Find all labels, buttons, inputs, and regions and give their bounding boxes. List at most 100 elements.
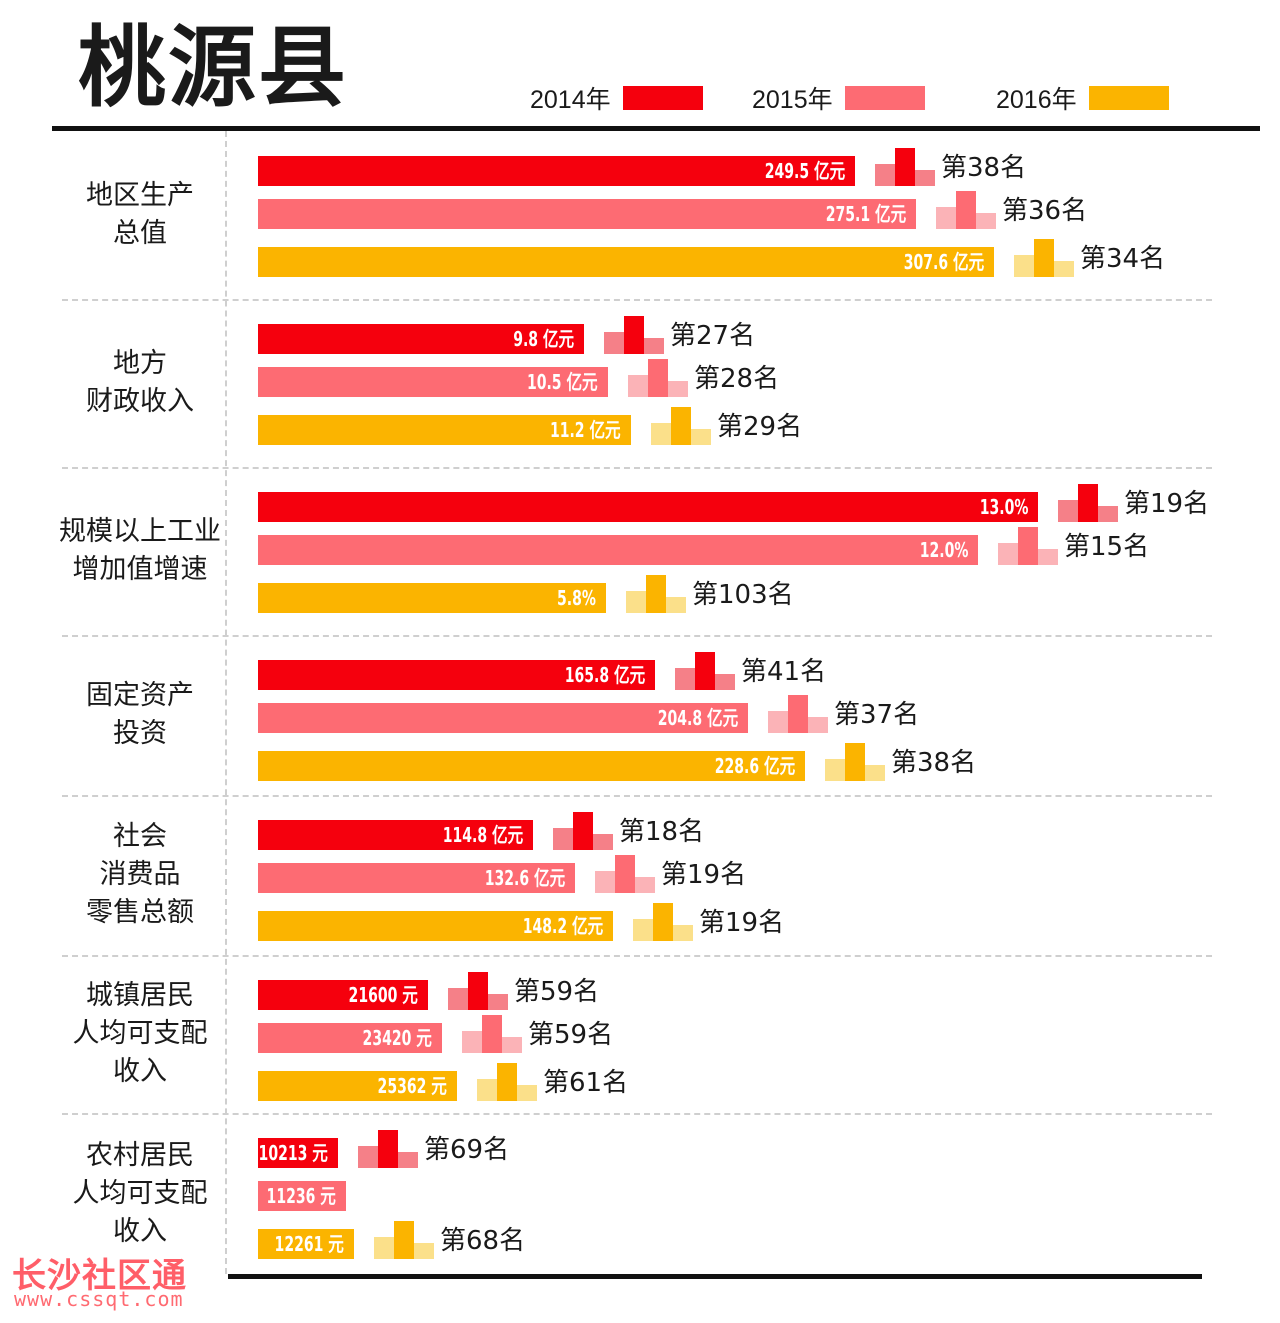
bar: 10213 元 [258,1138,338,1168]
bar: 11.2 亿元 [258,415,631,445]
rank-icon [1058,484,1120,522]
rank-icon [936,191,998,229]
bar-value-label: 23420 元 [362,1026,432,1050]
rank-icon-bar [825,759,845,781]
legend-label: 2014年 [530,86,611,114]
rank-icon-bar [936,207,956,229]
bar: 165.8 亿元 [258,660,655,690]
rank-icon-bar [635,877,655,893]
rank-icon [825,743,887,781]
bar: 9.8 亿元 [258,324,584,354]
rank-icon-bar [462,1031,482,1053]
legend-swatch [622,86,703,110]
rank-icon-bar [1034,239,1054,277]
bar: 228.6 亿元 [258,751,805,781]
bar: 204.8 亿元 [258,703,748,733]
category-label: 地方 财政收入 [86,348,194,417]
bar-value-label: 12.0% [919,538,968,562]
group-divider [62,299,1212,301]
rank-icon-bar [653,903,673,941]
bar-value-label: 25362 元 [377,1074,447,1098]
rank-icon [358,1130,420,1168]
rank-icon-bar [666,597,686,613]
rank-label: 第41名 [741,657,827,687]
rank-icon-bar [915,170,935,186]
rank-label: 第61名 [543,1068,629,1098]
bar-value-label: 228.6 亿元 [714,754,795,778]
group-divider [62,1113,1212,1115]
rank-icon-bar [875,164,895,186]
chart-title: 桃源县 [78,16,349,119]
rank-icon-bar [1058,500,1078,522]
rank-icon [998,527,1060,565]
rank-icon [553,812,615,850]
rank-icon [628,359,690,397]
legend-item: 2016年 [996,84,1169,114]
rank-icon [1014,239,1076,277]
rank-icon-bar [648,359,668,397]
rank-icon-bar [788,695,808,733]
rank-icon-bar [626,591,646,613]
bar-value-label: 9.8 亿元 [513,327,574,351]
rank-icon-bar [675,668,695,690]
rank-icon-bar [715,674,735,690]
rank-icon-bar [1098,506,1118,522]
rank-icon [675,652,737,690]
rank-icon-bar [668,381,688,397]
rank-icon [595,855,657,893]
bar-value-label: 165.8 亿元 [564,663,645,687]
bar: 249.5 亿元 [258,156,855,186]
rank-icon-bar [695,652,715,690]
rank-icon-bar [374,1237,394,1259]
bar: 148.2 亿元 [258,911,613,941]
bottom-rule [228,1274,1202,1279]
rank-icon-bar [1018,527,1038,565]
bar: 12.0% [258,535,978,565]
legend-label: 2015年 [752,86,833,114]
rank-icon [651,407,713,445]
rank-icon-bar [644,338,664,354]
rank-icon [768,695,830,733]
bar-value-label: 21600 元 [348,983,418,1007]
bar-value-label: 11236 元 [266,1184,336,1208]
bar: 307.6 亿元 [258,247,994,277]
rank-icon-bar [488,994,508,1010]
rank-icon-bar [1054,261,1074,277]
legend-item: 2014年 [530,84,703,114]
rank-icon-bar [394,1221,414,1259]
legend-item: 2015年 [752,84,925,114]
bar: 25362 元 [258,1071,457,1101]
bar: 13.0% [258,492,1038,522]
rank-icon-bar [865,765,885,781]
rank-icon-bar [998,543,1018,565]
rank-icon-bar [378,1130,398,1168]
rank-label: 第38名 [891,748,977,778]
rank-label: 第28名 [694,364,780,394]
rank-label: 第19名 [661,860,747,890]
rank-icon-bar [468,972,488,1010]
rank-icon-bar [517,1085,537,1101]
rank-icon-bar [624,316,644,354]
bar-value-label: 13.0% [979,495,1028,519]
bar: 10.5 亿元 [258,367,608,397]
bar-value-label: 10213 元 [258,1141,328,1165]
rank-icon-bar [651,423,671,445]
bar-value-label: 148.2 亿元 [522,914,603,938]
rank-label: 第69名 [424,1135,510,1165]
rank-icon [374,1221,436,1259]
rank-label: 第15名 [1064,532,1150,562]
rank-icon [626,575,688,613]
rank-icon-bar [604,332,624,354]
rank-icon-bar [691,429,711,445]
rank-label: 第37名 [834,700,920,730]
bar-value-label: 5.8% [557,586,596,610]
bar-value-label: 307.6 亿元 [903,250,984,274]
rank-icon [604,316,666,354]
legend-swatch [1088,86,1169,110]
rank-icon-bar [593,834,613,850]
category-label: 固定资产 投资 [86,680,194,749]
category-label: 农村居民 人均可支配 收入 [72,1139,208,1247]
rank-label: 第59名 [514,977,600,1007]
rank-icon [462,1015,524,1053]
bar: 132.6 亿元 [258,863,575,893]
